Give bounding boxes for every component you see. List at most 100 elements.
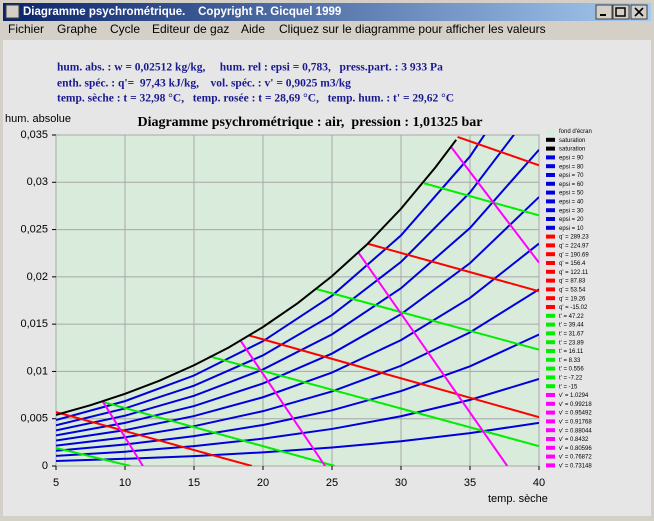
legend-label: t' = 0.556 [559,367,584,373]
legend-label: epsi = 20 [559,217,584,223]
legend-swatch [546,463,555,468]
legend-label: epsi = 50 [559,191,584,197]
menu-item[interactable]: Fichier [8,22,44,36]
curve [316,288,539,351]
info-line: hum. abs. : w = 0,02512 kg/kg, hum. rel … [57,62,443,74]
legend-swatch [546,173,555,177]
legend-label: v' = 0.76872 [559,455,592,461]
legend-swatch [546,313,555,318]
close-icon [634,7,644,17]
chart-title: Diagramme psychrométrique : air, pressio… [137,115,482,130]
legend-label: epsi = 60 [559,182,584,188]
legend-swatch [546,445,555,450]
legend-swatch [546,252,555,257]
curve [248,334,539,419]
legend-label: q' = 190.69 [559,252,589,258]
x-tick-label: 40 [533,477,545,489]
legend-label: t' = -15 [559,384,578,390]
info-line: enth. spéc. : q'= 97,43 kJ/kg, vol. spéc… [57,78,351,90]
legend-label: v' = 0.80596 [559,446,592,452]
legend-label: epsi = 40 [559,199,584,205]
legend-swatch [546,384,555,389]
legend-swatch [546,146,555,151]
curve [56,333,539,452]
curve [457,135,539,167]
x-tick-label: 35 [464,477,476,489]
y-tick-label: 0,01 [27,365,48,377]
legend-label: v' = 0.91768 [559,419,592,425]
y-tick-label: 0,03 [27,176,48,188]
legend-swatch [546,269,555,274]
menu-item[interactable]: Cliquez sur le diagramme pour afficher l… [279,22,546,36]
x-tick-label: 25 [326,477,338,489]
curve [357,251,509,466]
menu-item[interactable]: Aide [241,22,265,36]
legend-label: t' = 16.11 [559,349,584,355]
curves [56,135,539,466]
legend-swatch [546,428,555,433]
legend-label: v' = 0.95492 [559,411,592,417]
legend-swatch [546,410,555,415]
x-tick-label: 30 [395,477,407,489]
legend-label: q' = 53.54 [559,287,586,293]
curve [56,242,539,442]
legend-swatch [546,287,555,292]
y-tick-label: 0,025 [20,223,48,235]
curve [56,447,131,466]
minimize-button[interactable] [595,4,613,20]
legend-swatch [546,225,555,230]
curve [101,400,336,466]
curve [56,196,539,437]
window-buttons [595,4,648,20]
legend-label: epsi = 30 [559,208,584,214]
legend-label: epsi = 10 [559,226,584,232]
menu-item[interactable]: Graphe [57,22,97,36]
curve [56,378,539,457]
menu-item[interactable]: Cycle [110,22,140,36]
legend-label: epsi = 70 [559,173,584,179]
x-axis-label: temp. sèche [488,493,548,505]
legend-swatch [546,340,555,345]
curve [102,401,144,466]
legend-swatch [546,190,555,195]
legend-label: t' = 23.89 [559,340,584,346]
legend-label: q' = 156.4 [559,261,586,267]
legend-swatch [546,331,555,336]
legend-swatch [546,393,555,397]
y-tick-label: 0,015 [20,318,48,330]
legend-label: v' = 0.8432 [559,437,589,443]
curve [56,149,539,432]
ticks: 5 10 15 20 25 30 35 40 0 0,005 0,01 0,015 0,02 0,025 0… [20,129,545,489]
legend-swatch [546,199,555,204]
legend-swatch [546,454,555,459]
legend-label: v' = 1.0294 [559,393,589,399]
legend-swatch [546,155,555,160]
legend-swatch [546,322,555,327]
legend-swatch [546,243,555,248]
y-tick-label: 0,02 [27,271,48,283]
legend-swatch [546,164,555,169]
legend-swatch [546,137,555,142]
curve [367,242,539,293]
maximize-icon [615,7,626,17]
y-axis-label: hum. absolue [5,113,71,125]
legend-swatch [546,401,555,406]
menu-bar: Fichier Graphe Cycle Editeur de gaz Aide… [8,22,546,36]
window-title: Diagramme psychrométrique. Copyright R. … [23,6,341,18]
legend-label: t' = -7.22 [559,375,583,381]
legend-label: q' = 122.11 [559,270,589,276]
curve [56,411,253,466]
legend-swatch [546,419,555,424]
legend-label: q' = 224.97 [559,243,589,249]
legend-label: epsi = 90 [559,155,584,161]
curve [449,145,539,264]
menu-item[interactable]: Editeur de gaz [152,22,229,36]
info-line: temp. sèche : t = 32,98 °C, temp. rosée … [57,93,454,105]
app-icon [5,4,20,19]
legend-swatch [546,129,555,135]
curve [56,135,486,422]
legend-label: epsi = 80 [559,164,584,170]
curve [423,182,539,217]
legend-swatch [546,305,555,309]
